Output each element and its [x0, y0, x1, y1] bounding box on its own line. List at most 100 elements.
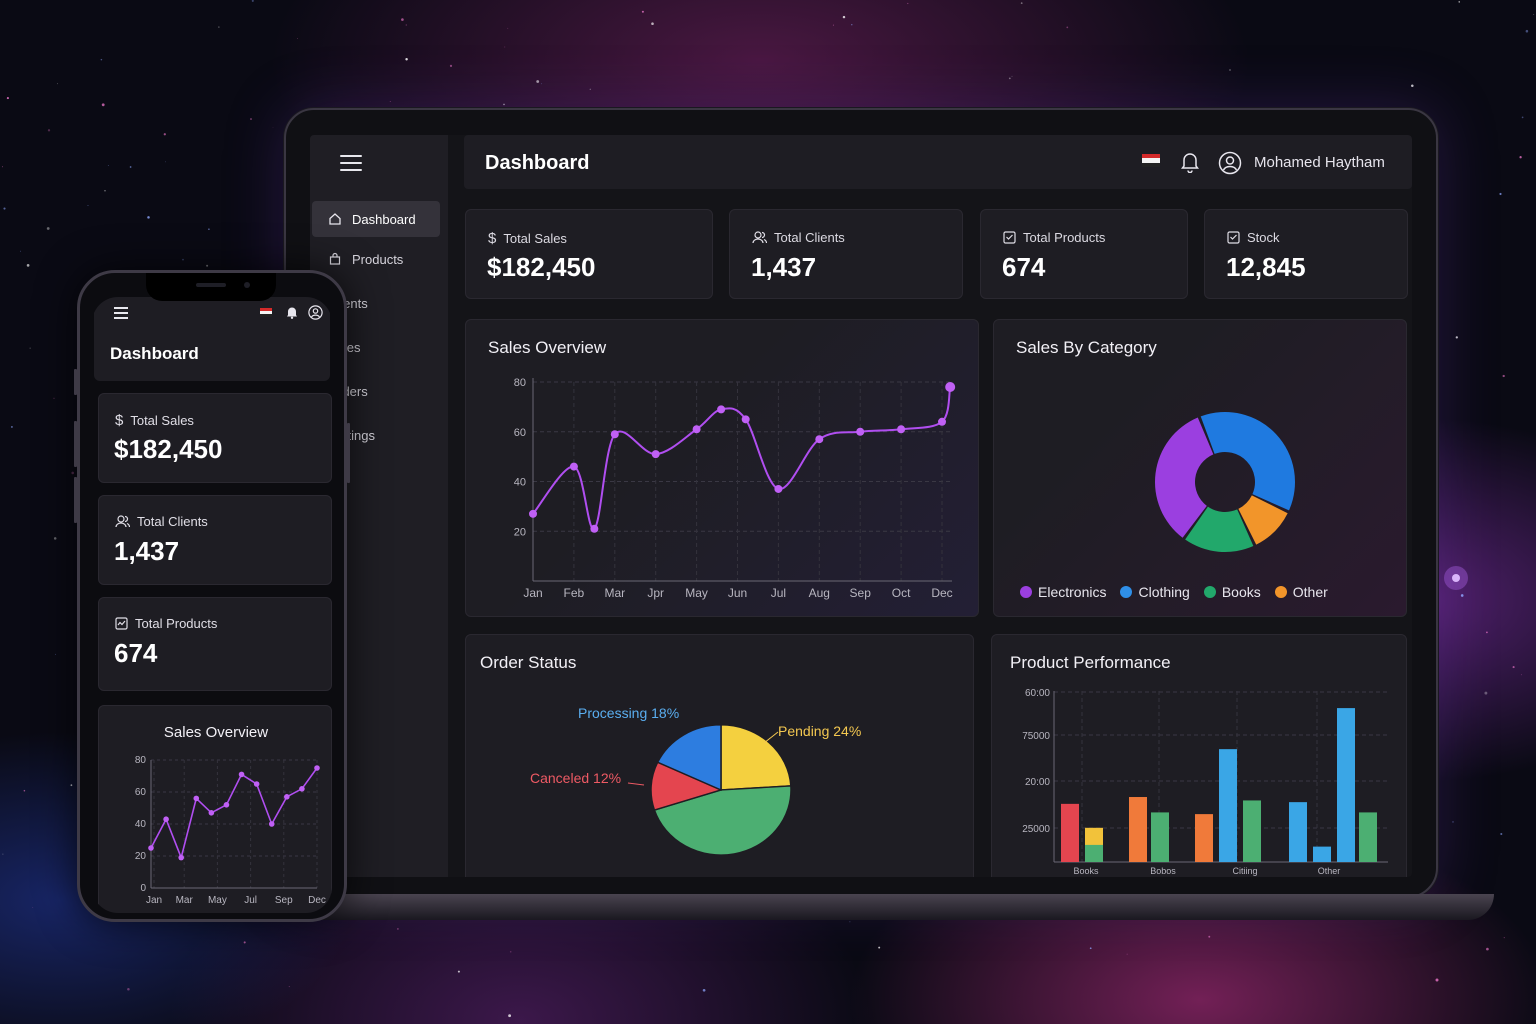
stat-card-total-clients[interactable]: Total Clients 1,437 — [729, 209, 963, 299]
x-tick-label: Jan — [523, 586, 542, 600]
star — [1512, 666, 1515, 669]
star — [849, 921, 851, 923]
pie-slice-completed — [653, 785, 792, 856]
stat-card-total-clients[interactable]: Total Clients 1,437 — [98, 495, 332, 585]
flag-icon[interactable] — [1142, 154, 1160, 167]
stat-label: Total Clients — [774, 230, 845, 245]
donut-slice-books — [1185, 506, 1254, 552]
bell-icon[interactable] — [286, 306, 298, 319]
label-leader — [763, 731, 779, 744]
phone-header: Dashboard — [94, 297, 330, 381]
star — [702, 988, 706, 992]
data-point — [253, 781, 260, 787]
legend-item-other[interactable]: Other — [1274, 584, 1328, 600]
data-point — [529, 509, 537, 518]
product-performance-chart: 25000 20:00 75000 60:00 Books Bobos Citiing Oth… — [1022, 688, 1388, 876]
star — [87, 205, 89, 206]
star — [389, 101, 391, 102]
x-tick-label: Jun — [728, 586, 747, 600]
star — [1502, 374, 1505, 378]
sidebar-item-dashboard[interactable]: Dashboard — [312, 201, 440, 237]
stat-card-total-sales[interactable]: $ Total Sales $182,450 — [465, 209, 713, 299]
star — [1452, 821, 1454, 823]
star — [127, 987, 130, 991]
sidebar-item-products[interactable]: Products — [312, 241, 440, 277]
legend-item-clothing[interactable]: Clothing — [1120, 584, 1190, 600]
stat-label: Total Sales — [503, 231, 567, 246]
pie-label-canceled: Canceled 12% — [530, 770, 621, 786]
star — [1520, 674, 1522, 676]
star — [55, 653, 57, 655]
panel-title: Sales Overview — [488, 338, 607, 357]
star — [1525, 29, 1529, 33]
chart-legend: Electronics Clothing Books Other — [1020, 584, 1328, 600]
stat-label: Stock — [1247, 230, 1280, 245]
menu-icon[interactable] — [114, 307, 128, 319]
y-tick-label: 0 — [140, 883, 146, 894]
x-tick-label: Dec — [308, 895, 326, 906]
y-tick-label: 60 — [514, 427, 526, 439]
panel-title: Sales By Category — [1016, 338, 1157, 357]
data-point — [692, 425, 701, 434]
star — [165, 161, 166, 163]
page-title: Dashboard — [110, 344, 199, 363]
legend-dot — [1203, 586, 1216, 598]
stat-card-total-products[interactable]: Total Products 674 — [980, 209, 1188, 299]
bar — [1289, 802, 1307, 862]
star — [71, 471, 74, 475]
stat-label-row: Total Products — [1003, 230, 1105, 245]
stat-card-total-sales[interactable]: $ Total Sales $182,450 — [98, 393, 332, 483]
x-tick-label: May — [208, 895, 227, 906]
flag-icon[interactable] — [260, 308, 272, 317]
legend-dot — [1020, 586, 1032, 598]
star — [6, 97, 9, 100]
star — [1066, 26, 1069, 29]
data-point — [815, 435, 824, 444]
data-point — [569, 462, 578, 471]
legend-item-books[interactable]: Books — [1203, 584, 1261, 600]
x-tick-label: Dec — [931, 586, 952, 600]
phone-sales-overview-chart: 0 20 40 60 80 Jan Mar May Jul Sep Dec — [135, 755, 326, 906]
star — [32, 907, 34, 908]
stat-value: 1,437 — [114, 536, 180, 566]
stat-label-row: Stock — [1227, 230, 1280, 245]
x-tick-label: Feb — [564, 586, 585, 600]
x-tick-label: Sep — [275, 895, 293, 906]
star — [107, 164, 109, 166]
user-avatar-icon[interactable] — [1218, 151, 1242, 175]
stat-card-stock[interactable]: Stock 12,845 — [1204, 209, 1408, 299]
star — [2, 853, 4, 855]
bar — [1151, 812, 1169, 862]
star — [1126, 953, 1128, 955]
top-bar: Dashboard Mohamed Haytham — [464, 135, 1412, 189]
legend-item-electronics[interactable]: Electronics — [1020, 584, 1106, 600]
series-line — [150, 767, 318, 861]
sidebar-item-label: Dashboard — [352, 211, 416, 227]
star — [1229, 69, 1231, 71]
data-point — [268, 821, 275, 827]
stat-card-total-products[interactable]: Total Products 674 — [98, 597, 332, 691]
bell-icon[interactable] — [1180, 151, 1200, 173]
star — [1411, 84, 1414, 87]
data-point — [610, 430, 619, 439]
star — [297, 38, 299, 39]
menu-icon[interactable] — [340, 155, 362, 171]
star — [541, 83, 543, 85]
data-point — [238, 771, 245, 778]
stat-value: 674 — [114, 638, 158, 668]
data-point — [590, 524, 599, 533]
user-avatar-icon[interactable] — [308, 305, 323, 320]
sales-overview-chart: 20 40 60 80 Jan Feb Mar Jpr May Jun Jul Aug Sep Oct De… — [514, 377, 956, 600]
stat-value: 12,845 — [1226, 252, 1306, 282]
x-tick-label: Jpr — [647, 586, 664, 600]
bar — [1085, 844, 1103, 862]
star — [907, 2, 909, 5]
legend-dot — [1120, 586, 1133, 598]
bar — [1195, 814, 1213, 862]
laptop-screen: Dashboard Products Clients Sales Orders … — [310, 135, 1412, 877]
star — [1020, 2, 1023, 4]
sales-by-category-chart — [1155, 412, 1295, 552]
stat-value: $182,450 — [487, 252, 596, 282]
user-name[interactable]: Mohamed Haytham — [1254, 154, 1385, 171]
star — [503, 103, 505, 106]
